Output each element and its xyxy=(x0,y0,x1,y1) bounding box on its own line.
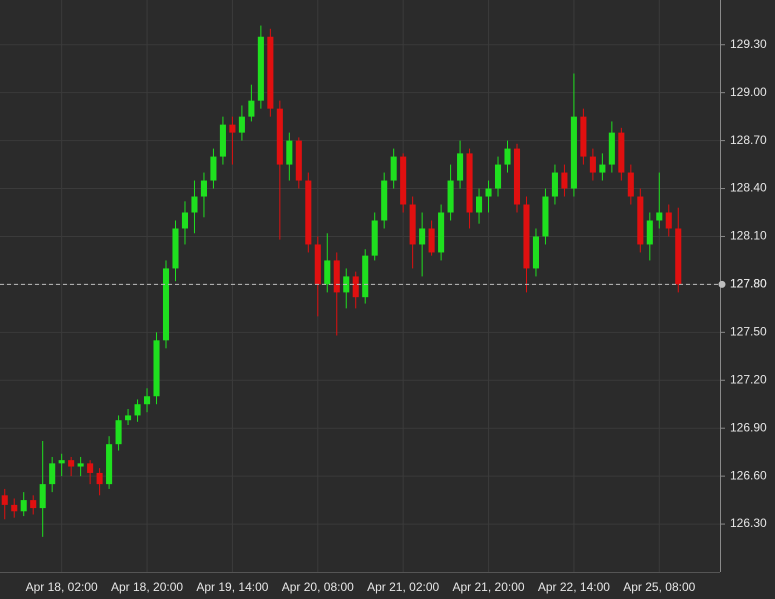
candle-body xyxy=(153,340,160,397)
candle-body xyxy=(362,255,369,298)
y-tick-label: 128.40 xyxy=(730,181,767,195)
x-tick-label: Apr 19, 14:00 xyxy=(196,580,268,594)
candle-body xyxy=(58,460,65,464)
candle-body xyxy=(87,463,94,473)
candle-body xyxy=(96,472,103,485)
candle-body xyxy=(257,36,264,101)
candle-body xyxy=(561,172,568,189)
y-tick-label: 127.80 xyxy=(730,277,767,291)
candle-body xyxy=(599,164,606,173)
candle-body xyxy=(125,415,132,421)
candle-body xyxy=(390,156,397,181)
x-tick-label: Apr 18, 20:00 xyxy=(111,580,183,594)
candle-body xyxy=(485,188,492,197)
x-tick-label: Apr 21, 20:00 xyxy=(453,580,525,594)
candle-body xyxy=(570,116,577,189)
x-tick-label: Apr 22, 14:00 xyxy=(538,580,610,594)
candle-body xyxy=(162,268,170,341)
candle-body xyxy=(504,148,511,165)
candle-body xyxy=(513,148,521,205)
x-tick-label: Apr 20, 08:00 xyxy=(282,580,354,594)
candle-body xyxy=(106,444,113,485)
candle-body xyxy=(466,153,473,213)
candle-body xyxy=(447,180,454,213)
candle-body xyxy=(305,180,312,245)
candle-body xyxy=(457,153,464,181)
candle-body xyxy=(381,180,388,221)
candle-body xyxy=(551,172,558,197)
candle-body xyxy=(49,463,56,485)
candle-body xyxy=(68,460,75,467)
candle-body xyxy=(419,228,426,245)
candle-body xyxy=(286,140,293,165)
candle-body xyxy=(181,212,189,229)
candle-body xyxy=(608,132,615,165)
candle-body xyxy=(276,108,283,165)
candle-body xyxy=(665,212,672,229)
candle-body xyxy=(1,495,8,505)
candle-body xyxy=(476,196,483,213)
candle-body xyxy=(627,172,634,197)
candle-body xyxy=(646,220,653,245)
candle-body xyxy=(30,500,37,509)
y-tick-label: 126.30 xyxy=(730,516,767,530)
candle-body xyxy=(172,228,179,269)
y-tick-label: 129.30 xyxy=(730,37,767,51)
candle-body xyxy=(523,204,530,269)
candle-body xyxy=(210,156,217,181)
candle-body xyxy=(400,156,407,205)
candle-body xyxy=(219,124,226,157)
candle-body xyxy=(248,100,255,117)
candle-body xyxy=(314,244,321,285)
candle-body xyxy=(134,404,141,416)
candle-body xyxy=(115,420,122,445)
candle-body xyxy=(200,180,207,197)
candle-body xyxy=(324,260,331,285)
candle-body xyxy=(39,484,46,509)
candle-body xyxy=(238,116,245,133)
candle-body xyxy=(675,228,682,285)
candle-body xyxy=(20,500,27,512)
candle-body xyxy=(229,124,236,133)
x-tick-label: Apr 18, 02:00 xyxy=(26,580,98,594)
last-price-label: 127.80 xyxy=(730,277,767,291)
candle-body xyxy=(618,132,625,173)
x-tick-label: Apr 25, 08:00 xyxy=(623,580,695,594)
candle-body xyxy=(542,196,549,237)
candle-body xyxy=(409,204,416,245)
candle-body xyxy=(580,116,587,157)
y-tick-label: 126.60 xyxy=(730,468,767,482)
y-tick-label: 128.10 xyxy=(730,229,767,243)
y-tick-label: 127.50 xyxy=(730,325,767,339)
candle-body xyxy=(11,504,18,512)
candle-body xyxy=(143,396,151,405)
candle-body xyxy=(656,212,663,221)
candle-body xyxy=(637,196,644,245)
y-tick-label: 126.90 xyxy=(730,420,767,434)
candle-body xyxy=(352,276,359,298)
x-tick-label: Apr 21, 02:00 xyxy=(367,580,439,594)
y-tick-label: 129.00 xyxy=(730,85,767,99)
y-tick-label: 128.70 xyxy=(730,133,767,147)
candle-body xyxy=(191,196,198,213)
candle-body xyxy=(589,156,596,173)
candle-body xyxy=(438,212,445,253)
candle-body xyxy=(267,36,274,109)
last-price-dot xyxy=(718,280,726,288)
candle-body xyxy=(428,228,435,253)
y-tick-label: 127.20 xyxy=(730,372,767,386)
candle-body xyxy=(295,140,302,181)
candle-body xyxy=(494,164,502,189)
candle-body xyxy=(371,220,378,256)
candle-body xyxy=(532,236,540,269)
candle-body xyxy=(77,463,84,467)
candle-body xyxy=(333,260,340,293)
